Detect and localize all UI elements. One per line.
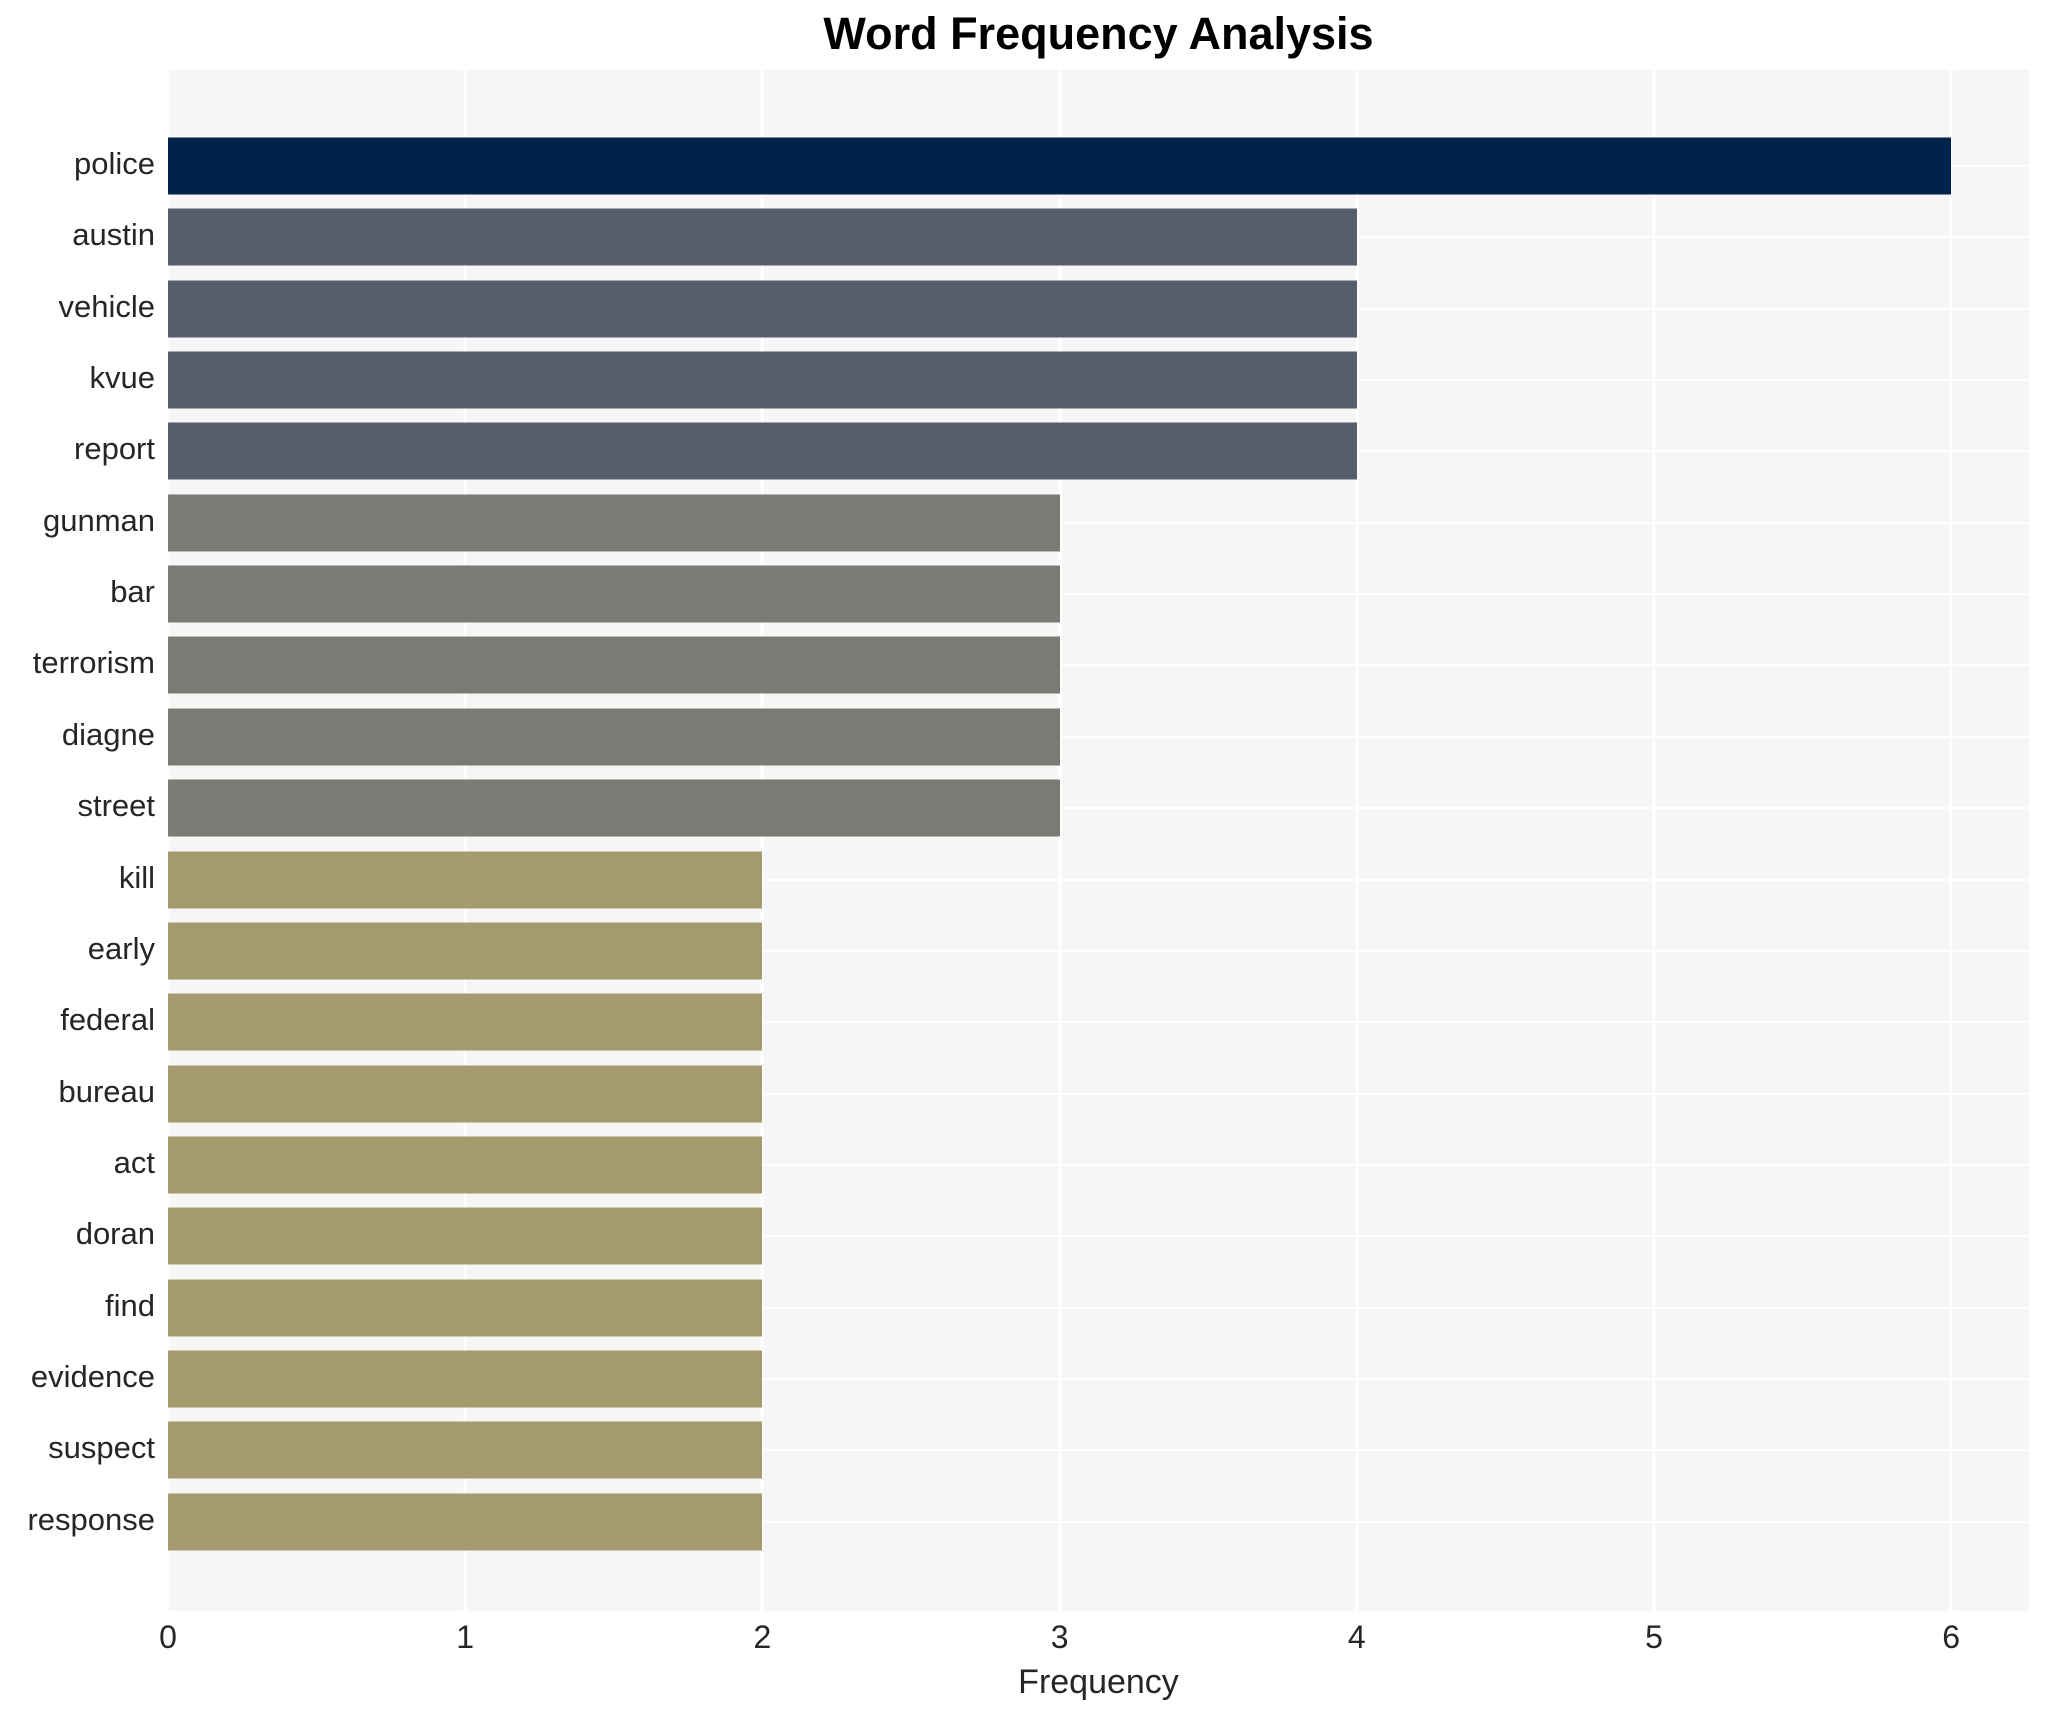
x-gridline-0 xyxy=(166,70,170,1611)
y-gridline-early xyxy=(168,949,2029,952)
bar-bureau xyxy=(168,1065,763,1123)
bar-response xyxy=(168,1493,763,1551)
y-gridline-gunman xyxy=(168,521,2029,524)
y-gridline-kill xyxy=(168,878,2029,881)
bar-gunman xyxy=(168,494,1060,552)
plot-area xyxy=(166,70,2029,1611)
bar-early xyxy=(168,922,763,980)
bar-doran xyxy=(168,1207,763,1265)
y-gridline-evidence xyxy=(168,1377,2029,1380)
x-gridline-2 xyxy=(760,70,764,1611)
x-tick-label-4: 4 xyxy=(1347,1619,1366,1655)
bar-austin xyxy=(168,208,1357,266)
y-tick-label-kill: kill xyxy=(118,859,155,895)
x-tick-label-6: 6 xyxy=(1942,1619,1961,1655)
y-tick-label-street: street xyxy=(77,788,155,824)
y-tick-label-report: report xyxy=(74,431,155,467)
bar-evidence xyxy=(168,1350,763,1408)
bar-terrorism xyxy=(168,636,1060,694)
bar-street xyxy=(168,779,1060,837)
y-gridline-street xyxy=(168,807,2029,810)
y-gridline-act xyxy=(168,1163,2029,1166)
y-tick-label-terrorism: terrorism xyxy=(32,645,155,681)
y-gridline-terrorism xyxy=(168,664,2029,667)
y-gridline-federal xyxy=(168,1021,2029,1024)
y-gridline-suspect xyxy=(168,1449,2029,1452)
y-gridline-doran xyxy=(168,1235,2029,1238)
y-tick-label-act: act xyxy=(113,1145,155,1181)
y-gridline-response xyxy=(168,1520,2029,1523)
bar-federal xyxy=(168,993,763,1051)
y-tick-label-gunman: gunman xyxy=(42,502,155,538)
bar-report xyxy=(168,422,1357,480)
x-tick-label-1: 1 xyxy=(456,1619,475,1655)
bar-bar xyxy=(168,565,1060,623)
y-tick-label-police: police xyxy=(74,146,155,182)
y-tick-label-bar: bar xyxy=(110,574,155,610)
x-gridline-3 xyxy=(1058,70,1062,1611)
y-tick-label-evidence: evidence xyxy=(30,1359,155,1395)
y-tick-label-vehicle: vehicle xyxy=(58,288,156,324)
y-tick-label-early: early xyxy=(87,931,155,967)
y-tick-label-kvue: kvue xyxy=(89,360,155,396)
y-gridline-diagne xyxy=(168,735,2029,738)
bar-act xyxy=(168,1136,763,1194)
y-tick-label-find: find xyxy=(105,1287,155,1323)
bar-diagne xyxy=(168,708,1060,766)
x-tick-label-0: 0 xyxy=(159,1619,177,1655)
y-tick-label-suspect: suspect xyxy=(48,1430,155,1466)
x-axis-title: Frequency xyxy=(1018,1663,1179,1701)
y-gridline-bar xyxy=(168,593,2029,596)
chart-title: Word Frequency Analysis xyxy=(823,8,1374,59)
x-gridline-6 xyxy=(1949,70,1953,1611)
y-tick-label-bureau: bureau xyxy=(58,1073,155,1109)
bar-suspect xyxy=(168,1421,763,1479)
y-tick-label-federal: federal xyxy=(60,1002,155,1038)
y-tick-label-diagne: diagne xyxy=(61,716,155,752)
bar-police xyxy=(168,137,1952,195)
bar-kvue xyxy=(168,351,1357,409)
y-tick-label-response: response xyxy=(27,1501,155,1537)
y-tick-label-doran: doran xyxy=(75,1216,155,1252)
x-gridline-1 xyxy=(463,70,467,1611)
x-gridline-5 xyxy=(1652,70,1656,1611)
x-tick-label-5: 5 xyxy=(1645,1619,1663,1655)
x-gridline-4 xyxy=(1355,70,1359,1611)
y-gridline-find xyxy=(168,1306,2029,1309)
y-gridline-bureau xyxy=(168,1092,2029,1095)
y-tick-label-austin: austin xyxy=(72,217,155,253)
bar-find xyxy=(168,1279,763,1337)
x-tick-label-2: 2 xyxy=(753,1619,772,1655)
x-tick-label-3: 3 xyxy=(1050,1619,1069,1655)
bar-vehicle xyxy=(168,280,1357,338)
bar-kill xyxy=(168,851,763,908)
